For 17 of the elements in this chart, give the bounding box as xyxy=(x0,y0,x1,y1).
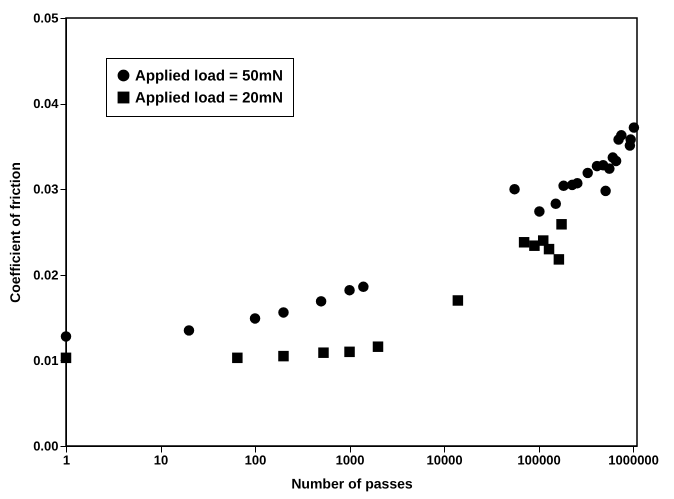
legend-label: Applied load = 20mN xyxy=(135,90,283,106)
x-tick-label: 1 xyxy=(62,452,70,468)
x-tick-label: 1000000 xyxy=(608,452,659,468)
x-tick-label: 100 xyxy=(244,452,266,468)
y-tick-label: 0.02 xyxy=(33,267,58,282)
x-tick-label: 10 xyxy=(154,452,168,468)
y-axis-title: Coefficient of friction xyxy=(7,162,24,303)
legend-label: Applied load = 50mN xyxy=(135,68,283,84)
y-tick-label: 0.01 xyxy=(33,352,58,368)
y-tick-label: 0.03 xyxy=(33,182,58,197)
y-tick-label: 0.05 xyxy=(33,10,58,26)
x-tick-label: 10000 xyxy=(426,452,463,468)
y-tick-label: 0.00 xyxy=(33,438,58,454)
y-tick-label: 0.04 xyxy=(33,96,60,112)
x-axis-title: Number of passes xyxy=(291,476,413,492)
x-tick-label: 100000 xyxy=(517,452,561,468)
x-tick-label: 1000 xyxy=(336,452,365,468)
